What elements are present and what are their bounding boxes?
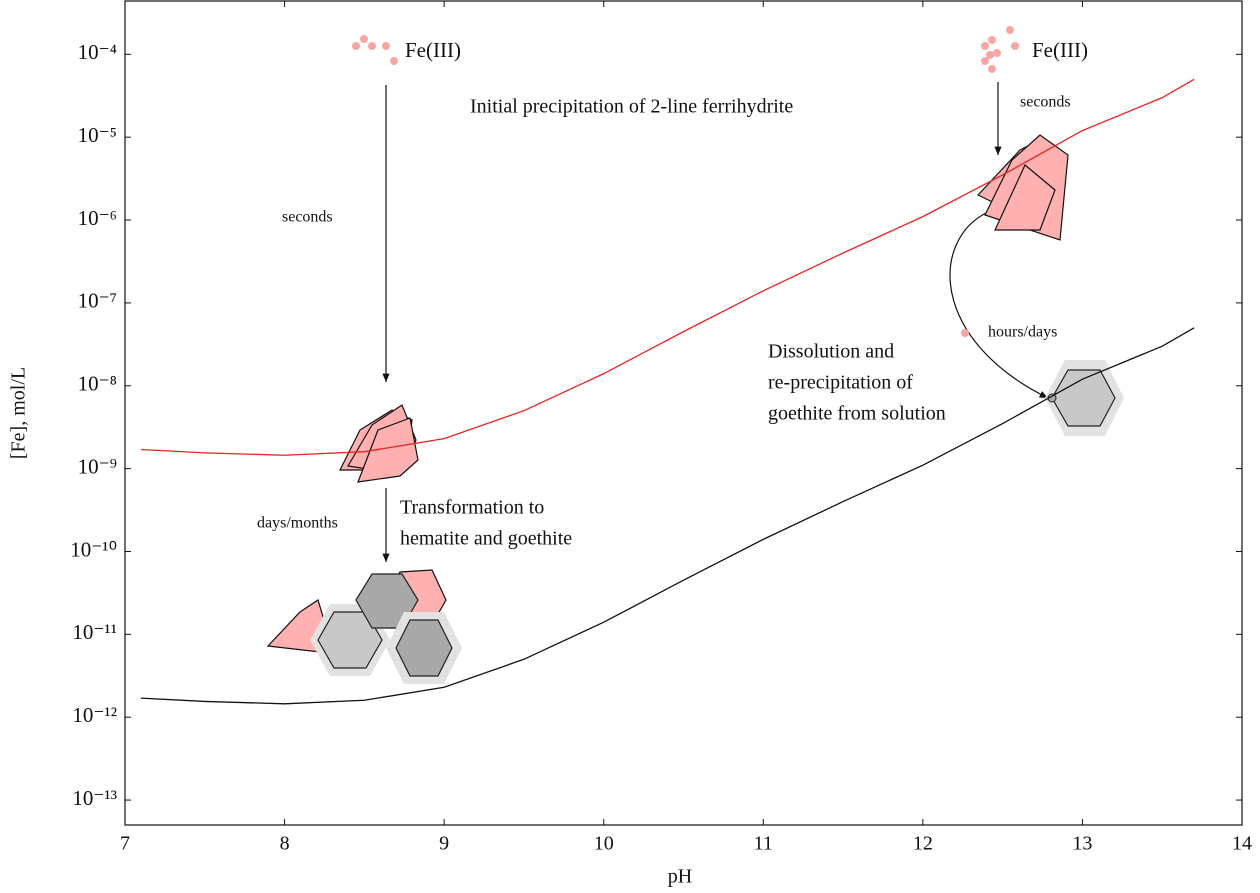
chart: pH [Fe], mol/L 7 8 9 10 11 12 13 14 10⁻¹³ 10⁻¹² 10…	[0, 0, 1260, 893]
x-tick-label: 9	[439, 833, 449, 855]
y-tick-label: 10⁻¹³	[72, 786, 117, 810]
y-tick-label: 10⁻⁴	[78, 40, 117, 64]
x-tick-label: 14	[1232, 833, 1252, 855]
x-axis-label: pH	[668, 866, 692, 888]
y-tick-label: 10⁻¹⁰	[70, 537, 117, 561]
y-tick-label: 10⁻⁹	[78, 454, 117, 478]
annotation: goethite from solution	[768, 403, 946, 425]
decorations	[268, 26, 1124, 684]
annotation: seconds	[1020, 94, 1071, 111]
x-tick-label: 12	[913, 833, 933, 855]
annotation: hematite and goethite	[400, 528, 572, 550]
x-tick-label: 13	[1072, 833, 1092, 855]
annotation: Initial precipitation of 2-line ferrihyd…	[470, 96, 793, 118]
annotation: days/months	[257, 515, 338, 532]
series-line	[141, 79, 1194, 455]
y-tick-label: 10⁻⁸	[78, 372, 117, 396]
x-tick-label: 7	[120, 833, 130, 855]
annotation: Fe(III)	[1032, 38, 1088, 62]
y-tick-label: 10⁻¹¹	[72, 620, 117, 644]
annotation: seconds	[282, 209, 333, 226]
x-tick-label: 10	[594, 833, 614, 855]
x-tick-label: 8	[280, 833, 290, 855]
annotation: Fe(III)	[405, 38, 461, 62]
y-tick-label: 10⁻⁵	[78, 123, 117, 147]
x-tick-label: 11	[754, 833, 773, 855]
y-tick-label: 10⁻⁶	[78, 206, 117, 230]
annotation: hours/days	[988, 324, 1057, 341]
y-tick-label: 10⁻⁷	[78, 289, 117, 313]
annotation: re-precipitation of	[768, 372, 913, 394]
y-axis-label: [Fe], mol/L	[8, 367, 30, 459]
y-tick-label: 10⁻¹²	[72, 703, 117, 727]
annotation: Transformation to	[400, 497, 544, 519]
annotation: Dissolution and	[768, 341, 894, 363]
